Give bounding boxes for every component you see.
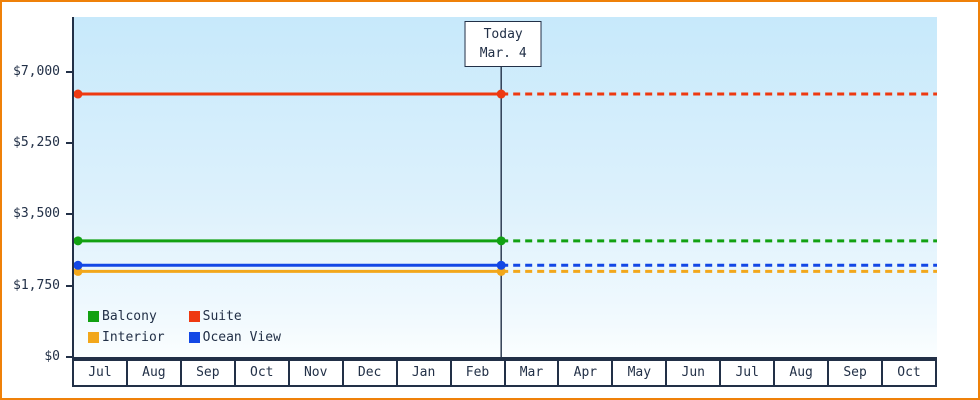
plot-area: Today Mar. 4 Balcony Suite Interior Ocean V… [72,17,937,359]
legend: Balcony Suite Interior Ocean View [88,309,281,345]
month-cell: Jul [72,359,128,387]
legend-item: Ocean View [188,330,281,345]
y-axis-tick [66,70,72,73]
month-cell: May [611,359,668,387]
y-axis-labels: $0 $1,750 $3,500 $5,250 $7,000 [2,2,72,367]
series-today-dot [496,260,506,270]
month-cell: Apr [557,359,614,387]
legend-label: Suite [202,309,242,324]
month-cell: Dec [341,359,398,387]
today-label-line2: Mar. 4 [479,46,527,61]
x-axis: Jul Aug Sep Oct Nov Dec Jan Feb Mar Apr May Jun Jul A… [72,359,937,387]
month-cell: Jul [719,359,776,387]
y-axis-label: $1,750 [13,277,60,293]
series-start-dot [74,260,83,270]
legend-swatch-icon [88,332,99,343]
legend-item: Interior [88,330,165,345]
today-label-line1: Today [483,27,523,42]
legend-item: Suite [188,309,281,324]
month-cell: Feb [449,359,506,387]
today-marker-label: Today Mar. 4 [464,21,542,67]
legend-swatch-icon [188,311,200,322]
month-cell: Jan [395,359,452,387]
legend-label: Interior [102,330,165,345]
month-cell: Nov [287,359,344,387]
y-axis-tick [66,141,72,144]
y-axis-tick [66,213,72,216]
chart-canvas [74,21,937,357]
legend-swatch-icon [88,311,99,322]
legend-item: Balcony [88,309,165,324]
y-axis-label: $7,000 [13,63,60,79]
y-axis-tick [66,356,72,358]
series-start-dot [74,236,83,246]
y-axis-label: $3,500 [13,206,60,222]
y-axis-label: $0 [44,349,60,364]
legend-label: Balcony [102,309,157,324]
series-start-dot [74,89,83,99]
month-cell: Aug [125,359,182,387]
month-cell: Oct [881,359,937,387]
month-cell: Sep [179,359,236,387]
legend-label: Ocean View [202,330,281,345]
y-axis-label: $5,250 [13,134,60,150]
month-cell: Sep [827,359,884,387]
series-today-dot [496,89,506,99]
y-axis-tick [66,284,72,287]
month-cell: Aug [773,359,830,387]
month-cell: Mar [503,359,560,387]
series-today-dot [496,236,506,246]
legend-swatch-icon [188,332,200,343]
month-cell: Oct [233,359,290,387]
month-cell: Jun [665,359,722,387]
